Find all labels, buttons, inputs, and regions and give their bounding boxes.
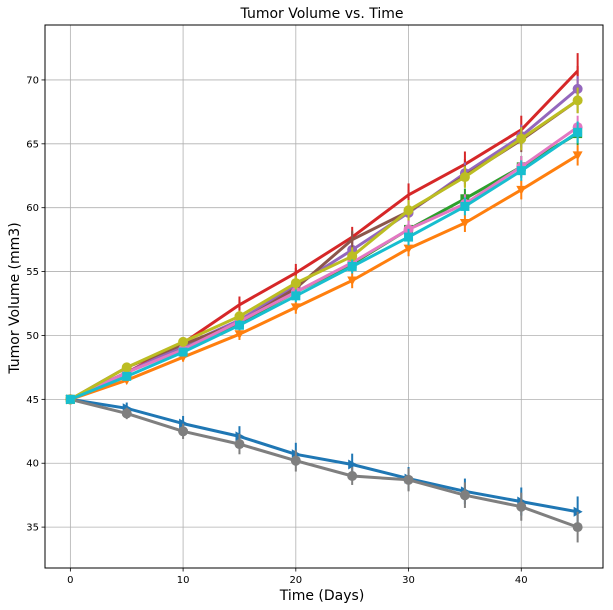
x-tick-label: 10 [177,575,190,586]
plot-frame [44,24,604,569]
data-point [122,371,132,381]
data-point [573,506,583,517]
data-point [234,311,245,322]
series-10 [65,121,583,404]
data-point [516,501,527,512]
data-point [572,151,583,161]
data-point [290,455,301,466]
data-point [403,474,414,485]
x-axis-label: Time (Days) [279,588,365,604]
y-tick-label: 55 [26,267,39,278]
y-tick-label: 35 [26,523,39,534]
data-point [348,459,358,470]
data-point [234,330,245,340]
data-point [573,127,583,137]
data-point [459,172,470,183]
series-line [69,125,579,401]
data-point [234,439,245,450]
data-point [347,251,358,262]
series-line [70,397,579,529]
y-tick-label: 70 [26,75,39,86]
x-tick-label: 30 [402,575,415,586]
data-point [516,185,527,195]
data-point [572,522,583,533]
data-point [572,95,583,106]
data-point [121,362,132,373]
data-point [459,219,470,229]
series-line [69,87,579,401]
data-point [516,166,526,176]
series-line [69,99,579,401]
series-line [69,154,579,401]
data-point [234,320,244,330]
data-point [459,490,470,501]
data-point [178,426,189,437]
x-axis: 0 10 20 30 40 [67,568,528,586]
data-point [403,244,414,254]
series-line [70,397,578,514]
chart-title: Tumor Volume vs. Time [240,6,404,22]
data-point [65,394,75,404]
data-point [404,232,414,242]
data-point [516,133,527,144]
y-axis: 35 40 45 50 55 60 65 70 [26,75,45,534]
series-group [65,53,583,543]
data-point [347,471,358,482]
y-tick-label: 45 [26,395,39,406]
y-tick-label: 65 [26,139,39,150]
y-axis-label: Tumor Volume (mm3) [7,222,23,374]
x-tick-label: 40 [515,575,528,586]
data-point [290,303,301,313]
x-tick-label: 20 [289,575,302,586]
data-point [403,205,414,216]
y-tick-label: 60 [26,203,39,214]
y-tick-label: 50 [26,331,39,342]
data-point [460,201,470,211]
x-tick-label: 0 [67,575,73,586]
data-point [178,336,189,347]
data-point [290,278,301,289]
data-point [347,261,357,271]
data-point [291,291,301,301]
data-point [121,408,132,419]
data-point [347,276,358,286]
series-line [69,131,579,401]
y-tick-label: 40 [26,459,39,470]
data-point [178,347,188,357]
